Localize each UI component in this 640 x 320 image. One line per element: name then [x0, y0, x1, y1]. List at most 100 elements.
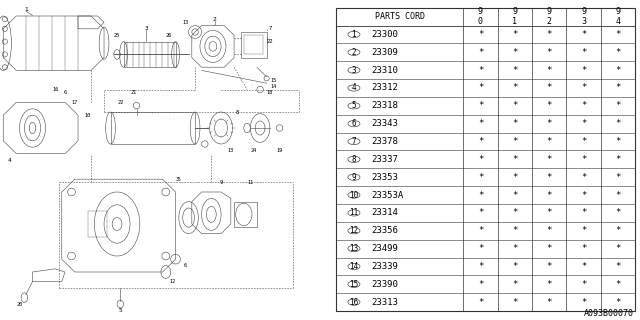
Text: *: *	[512, 48, 518, 57]
Text: *: *	[581, 48, 586, 57]
Text: 10: 10	[84, 113, 91, 118]
Text: *: *	[547, 190, 552, 200]
Text: *: *	[512, 190, 518, 200]
Text: *: *	[581, 155, 586, 164]
Text: 18: 18	[267, 90, 273, 95]
Text: 10: 10	[349, 190, 358, 200]
Text: 7: 7	[351, 137, 356, 146]
Text: *: *	[581, 119, 586, 128]
Text: *: *	[547, 244, 552, 253]
Text: 23318: 23318	[372, 101, 399, 110]
Text: 1: 1	[24, 7, 28, 12]
Text: 16: 16	[349, 298, 358, 307]
Text: 13: 13	[349, 244, 358, 253]
Text: *: *	[477, 208, 483, 217]
Text: *: *	[512, 137, 518, 146]
Text: 6: 6	[63, 90, 67, 95]
Text: 9
1: 9 1	[513, 7, 517, 27]
Text: 9
2: 9 2	[547, 7, 552, 27]
Text: *: *	[477, 84, 483, 92]
Text: *: *	[581, 190, 586, 200]
Text: 2: 2	[351, 48, 356, 57]
Text: 4: 4	[351, 84, 356, 92]
Text: 23353: 23353	[372, 173, 399, 182]
Text: 3: 3	[351, 66, 356, 75]
Text: *: *	[581, 137, 586, 146]
Text: *: *	[477, 280, 483, 289]
Text: *: *	[477, 226, 483, 235]
Text: 23343: 23343	[372, 119, 399, 128]
Text: *: *	[547, 101, 552, 110]
Text: 8: 8	[351, 155, 356, 164]
Text: 2: 2	[212, 17, 216, 22]
Text: 1: 1	[351, 30, 356, 39]
Text: *: *	[512, 101, 518, 110]
Text: *: *	[581, 280, 586, 289]
Text: *: *	[477, 190, 483, 200]
Text: 23390: 23390	[372, 280, 399, 289]
Text: *: *	[616, 280, 621, 289]
Text: 23337: 23337	[372, 155, 399, 164]
Text: 15: 15	[349, 280, 358, 289]
Text: *: *	[547, 66, 552, 75]
Text: *: *	[616, 298, 621, 307]
Text: 7: 7	[268, 26, 271, 31]
Bar	[111, 112, 195, 144]
Text: *: *	[512, 155, 518, 164]
Text: 13: 13	[182, 20, 188, 25]
Text: *: *	[581, 244, 586, 253]
Text: *: *	[477, 155, 483, 164]
Text: *: *	[581, 226, 586, 235]
Text: *: *	[547, 30, 552, 39]
Text: *: *	[616, 48, 621, 57]
Text: 3: 3	[145, 26, 148, 31]
Text: 21: 21	[130, 90, 136, 95]
Text: 23356: 23356	[372, 226, 399, 235]
Text: 35: 35	[176, 177, 182, 182]
Text: 11: 11	[349, 208, 358, 217]
Bar	[244, 35, 263, 54]
Text: *: *	[477, 66, 483, 75]
Bar	[241, 32, 267, 58]
Text: *: *	[547, 208, 552, 217]
Text: *: *	[477, 48, 483, 57]
Text: 25: 25	[114, 33, 120, 38]
Text: *: *	[547, 84, 552, 92]
Text: 23353A: 23353A	[372, 190, 404, 200]
Text: 24: 24	[250, 148, 257, 153]
Text: 14: 14	[270, 84, 276, 89]
Text: 23309: 23309	[372, 48, 399, 57]
Text: *: *	[547, 280, 552, 289]
Text: 12: 12	[169, 279, 175, 284]
Text: *: *	[477, 262, 483, 271]
Text: *: *	[547, 137, 552, 146]
Text: *: *	[547, 48, 552, 57]
Text: 19: 19	[276, 148, 283, 153]
Text: *: *	[512, 119, 518, 128]
Text: 5: 5	[118, 308, 122, 313]
Text: 23310: 23310	[372, 66, 399, 75]
Text: *: *	[581, 262, 586, 271]
Text: *: *	[477, 137, 483, 146]
Text: 22: 22	[117, 100, 124, 105]
Text: 5: 5	[351, 101, 356, 110]
Bar	[88, 211, 108, 237]
Text: 23339: 23339	[372, 262, 399, 271]
Text: 14: 14	[349, 262, 358, 271]
Text: 6: 6	[351, 119, 356, 128]
Text: *: *	[616, 226, 621, 235]
Text: *: *	[477, 119, 483, 128]
Text: 11: 11	[247, 180, 253, 185]
Text: 9
4: 9 4	[616, 7, 621, 27]
Text: *: *	[512, 280, 518, 289]
Text: *: *	[512, 262, 518, 271]
Text: *: *	[616, 173, 621, 182]
Text: 22: 22	[267, 39, 273, 44]
Text: *: *	[512, 66, 518, 75]
Text: 16: 16	[52, 87, 58, 92]
Text: *: *	[547, 298, 552, 307]
Text: *: *	[616, 244, 621, 253]
Text: 26: 26	[166, 33, 172, 38]
Text: *: *	[616, 66, 621, 75]
Text: *: *	[547, 262, 552, 271]
